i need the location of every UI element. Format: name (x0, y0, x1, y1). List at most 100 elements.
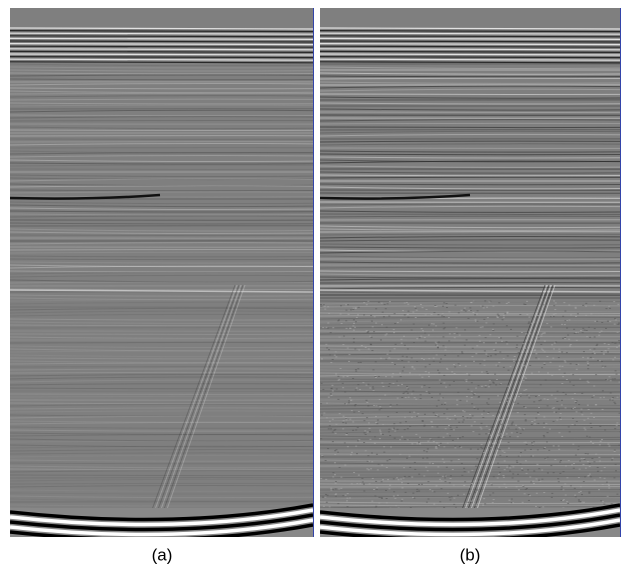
texture (587, 368, 590, 370)
texture (437, 445, 440, 447)
texture (553, 411, 556, 413)
texture (354, 389, 357, 391)
texture (440, 382, 443, 384)
texture (613, 449, 616, 451)
texture (337, 398, 340, 400)
texture (564, 494, 567, 496)
texture (467, 471, 470, 473)
texture (10, 410, 313, 413)
texture (439, 361, 442, 363)
texture (355, 370, 358, 372)
texture (505, 410, 508, 412)
texture (542, 332, 545, 334)
texture (454, 304, 457, 306)
texture (583, 419, 586, 421)
texture (529, 364, 532, 366)
texture (337, 375, 340, 377)
texture (384, 394, 387, 396)
texture (382, 385, 385, 387)
texture (320, 66, 620, 70)
texture (558, 369, 561, 371)
texture (320, 150, 620, 153)
texture (487, 403, 490, 405)
texture (355, 316, 358, 318)
texture (434, 344, 437, 346)
texture (439, 478, 442, 480)
texture (320, 305, 323, 307)
texture (10, 119, 313, 122)
texture (551, 407, 554, 409)
texture (487, 433, 490, 435)
texture (344, 422, 347, 424)
texture (443, 403, 446, 405)
texture (438, 444, 441, 446)
texture (561, 365, 564, 367)
texture (10, 345, 313, 349)
texture (580, 494, 583, 496)
texture (523, 376, 526, 378)
texture (530, 423, 533, 425)
texture (479, 495, 482, 497)
texture (320, 402, 620, 406)
texture (521, 501, 524, 503)
texture (502, 317, 505, 319)
texture (10, 350, 313, 353)
texture (533, 350, 536, 352)
texture (471, 347, 474, 349)
texture (10, 360, 313, 363)
texture (489, 446, 492, 448)
texture (507, 407, 510, 409)
texture (10, 82, 313, 86)
texture (543, 416, 546, 418)
texture (403, 467, 406, 469)
texture (10, 272, 313, 275)
texture (363, 302, 366, 304)
texture (482, 410, 485, 412)
texture (612, 359, 615, 361)
texture (320, 58, 620, 61)
texture (541, 478, 544, 480)
texture (10, 523, 313, 537)
texture (605, 327, 608, 329)
texture (510, 498, 513, 500)
texture (539, 480, 542, 482)
texture (538, 400, 541, 402)
texture (525, 377, 528, 379)
texture (443, 327, 446, 329)
texture (370, 320, 373, 322)
texture (331, 384, 334, 386)
texture (396, 380, 399, 382)
texture (334, 488, 337, 490)
texture (10, 189, 313, 192)
texture (348, 360, 351, 362)
texture (525, 472, 528, 474)
texture (559, 472, 562, 474)
texture (453, 503, 456, 505)
texture (327, 322, 330, 324)
texture (532, 455, 535, 457)
texture (320, 43, 620, 46)
texture (570, 314, 573, 316)
texture (585, 314, 588, 316)
texture (10, 27, 313, 30)
texture (575, 400, 578, 402)
texture (520, 364, 523, 366)
texture (599, 397, 602, 399)
texture (10, 40, 313, 43)
texture (320, 478, 323, 480)
texture (463, 467, 466, 469)
texture (600, 330, 603, 332)
texture (320, 171, 620, 174)
texture (405, 390, 408, 392)
texture (155, 284, 240, 516)
texture (10, 58, 313, 61)
texture (515, 389, 518, 391)
texture (561, 382, 564, 384)
texture (562, 391, 565, 393)
texture (10, 204, 313, 208)
texture (489, 300, 492, 302)
texture (437, 314, 440, 316)
texture (472, 312, 475, 314)
texture (581, 392, 584, 394)
texture (419, 443, 422, 445)
